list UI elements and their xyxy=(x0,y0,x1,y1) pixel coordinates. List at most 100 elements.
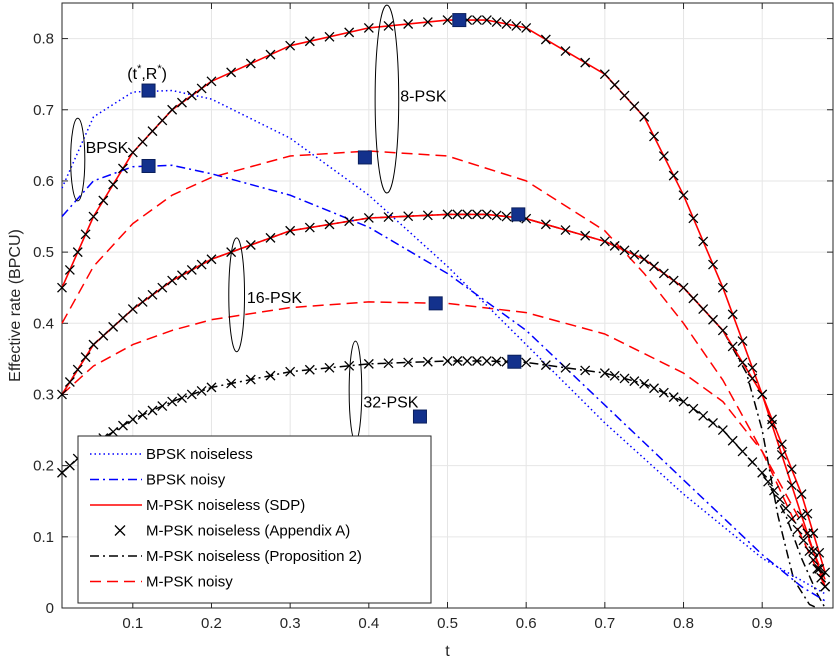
series-marker-x xyxy=(363,358,374,369)
series-marker-x xyxy=(521,357,532,368)
series-line xyxy=(61,213,818,609)
series-marker-x xyxy=(80,229,91,240)
series-marker-x xyxy=(698,410,709,421)
optimal-point-square xyxy=(452,13,467,28)
legend-label: M-PSK noiseless (Proposition 2) xyxy=(146,548,362,565)
y-tick-label: 0.8 xyxy=(33,31,54,48)
series-marker-x xyxy=(717,325,728,336)
series-marker-x xyxy=(157,115,168,126)
series-marker-x xyxy=(776,439,787,450)
series-marker-x xyxy=(108,426,119,437)
series-marker-x xyxy=(147,289,158,300)
series-marker-x xyxy=(609,79,620,90)
series-marker-x xyxy=(442,356,453,366)
series-marker-x xyxy=(737,446,748,457)
series-marker-x xyxy=(265,232,276,243)
series-marker-x xyxy=(403,357,414,368)
y-tick-label: 0.6 xyxy=(33,173,54,190)
series-marker-x xyxy=(108,179,119,190)
series-marker-x xyxy=(491,356,502,367)
series-marker-x xyxy=(708,417,718,428)
series-marker-x xyxy=(285,366,296,377)
series-marker-x xyxy=(649,131,659,142)
series-marker-x xyxy=(344,360,355,371)
y-tick-label: 0.5 xyxy=(33,244,54,261)
y-tick-label: 0 xyxy=(46,600,54,617)
series-line xyxy=(61,150,826,587)
legend-label: M-PSK noisy xyxy=(146,574,233,591)
optimal-point-square xyxy=(141,83,156,98)
series-marker-x xyxy=(324,219,335,230)
group-ellipse xyxy=(374,4,400,194)
series-marker-x xyxy=(708,314,718,325)
series-marker-x xyxy=(442,209,453,220)
series-marker-x xyxy=(80,352,91,363)
series-marker-x xyxy=(186,264,197,275)
series-marker-x xyxy=(599,368,610,379)
series-marker-x xyxy=(521,22,532,33)
series-marker-x xyxy=(820,581,831,592)
series-marker-x xyxy=(452,209,463,220)
series-marker-x xyxy=(481,209,492,220)
series-marker-x xyxy=(767,414,777,425)
x-tick-label: 0.1 xyxy=(122,615,143,632)
series-marker-x xyxy=(177,393,187,403)
series-marker-x xyxy=(649,261,659,272)
series-marker-x xyxy=(668,392,679,403)
series-marker-x xyxy=(678,282,689,293)
series-marker-x xyxy=(127,414,138,425)
series-marker-x xyxy=(137,296,148,307)
series-marker-x xyxy=(383,212,394,223)
series-marker-x xyxy=(511,20,522,31)
series-marker-x xyxy=(763,476,774,487)
series-marker-x xyxy=(206,76,217,87)
series-marker-x xyxy=(688,213,699,224)
series-marker-x xyxy=(639,254,650,265)
series-marker-x xyxy=(737,336,748,347)
series-marker-x xyxy=(88,339,99,350)
x-tick-label: 0.9 xyxy=(752,615,773,632)
x-tick-label: 0.8 xyxy=(673,615,694,632)
series-marker-x xyxy=(196,83,207,94)
series-marker-x xyxy=(599,236,610,247)
series-marker-x xyxy=(206,254,217,265)
series-marker-x xyxy=(792,524,803,535)
series-marker-x xyxy=(727,435,738,446)
series-marker-x xyxy=(808,528,819,539)
series-marker-x xyxy=(137,409,148,420)
series-marker-x xyxy=(383,20,394,31)
series-marker-x xyxy=(472,15,482,26)
series-marker-x xyxy=(540,360,551,371)
series-marker-x xyxy=(580,365,591,376)
series-marker-x xyxy=(64,377,75,387)
x-tick-label: 0.5 xyxy=(437,615,458,632)
series-marker-x xyxy=(639,111,650,122)
series-marker-x xyxy=(226,378,237,389)
series-marker-x xyxy=(501,211,512,222)
series-marker-x xyxy=(462,209,473,220)
series-marker-x xyxy=(422,356,433,367)
series-marker-x xyxy=(304,36,315,47)
series-marker-x xyxy=(580,57,591,68)
annotation-8psk: 8-PSK xyxy=(400,89,447,106)
series-marker-x xyxy=(798,535,809,546)
series-marker-x xyxy=(72,247,83,258)
series-marker-x xyxy=(808,554,819,565)
series-marker-x xyxy=(196,259,207,270)
series-marker-x xyxy=(472,356,482,366)
series-marker-x xyxy=(118,312,128,323)
series-marker-x xyxy=(344,27,355,38)
legend-label: BPSK noiseless xyxy=(146,446,253,463)
x-tick-label: 0.6 xyxy=(516,615,537,632)
series-marker-x xyxy=(403,211,414,222)
optimal-point-square xyxy=(412,409,427,424)
annotation-32psk: 32-PSK xyxy=(363,395,418,412)
series-marker-x xyxy=(137,136,148,147)
series-marker-x xyxy=(708,259,718,270)
series-marker-x xyxy=(698,236,709,247)
series-marker-x xyxy=(747,457,758,468)
series-marker-x xyxy=(629,249,640,260)
series-marker-x xyxy=(147,126,158,137)
series-marker-x xyxy=(422,17,433,27)
y-tick-label: 0.3 xyxy=(33,386,54,403)
